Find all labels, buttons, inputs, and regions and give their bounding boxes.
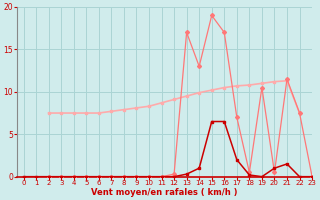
X-axis label: Vent moyen/en rafales ( km/h ): Vent moyen/en rafales ( km/h ) (92, 188, 238, 197)
